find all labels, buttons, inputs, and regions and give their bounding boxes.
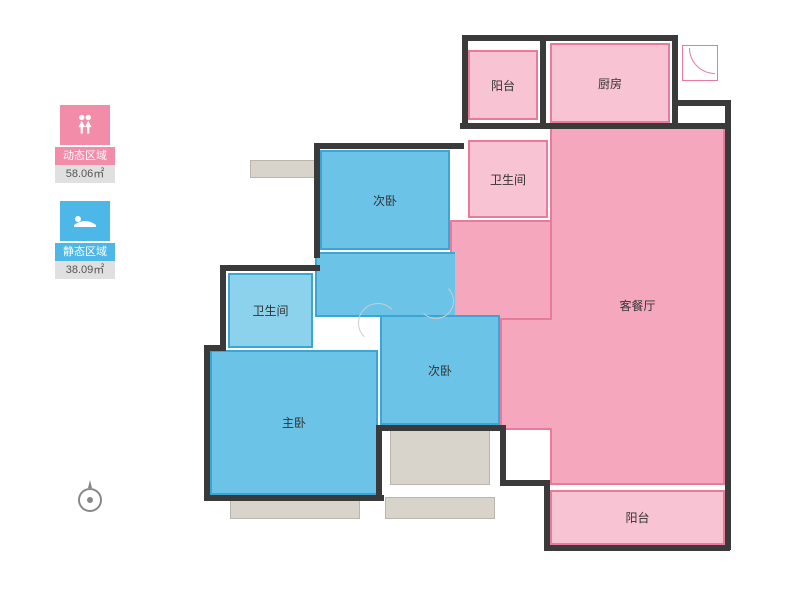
room-balcony-top: 阳台 [468,50,538,120]
legend-dynamic-label: 动态区域 [55,147,115,165]
room-label: 客餐厅 [619,297,655,314]
people-icon [60,105,110,145]
compass-icon [75,480,105,515]
window-sill [385,497,495,519]
room-hall-lower [500,320,552,430]
wall [545,123,730,129]
floor-plan: 客餐厅 厨房 阳台 卫生间 次卧 卫生间 次卧 主卧 阳台 [190,15,760,575]
wall [544,480,550,550]
room-living: 客餐厅 [550,125,725,485]
room-kitchen: 厨房 [550,43,670,123]
room-bathroom-top: 卫生间 [468,140,548,218]
wall [376,425,506,431]
legend-dynamic-value: 58.06㎡ [55,165,115,183]
wall [462,35,677,41]
legend-static-value: 38.09㎡ [55,261,115,279]
wall [314,143,464,149]
wall [672,100,730,106]
room-label: 次卧 [373,192,397,209]
shower-icon [682,45,718,81]
room-label: 次卧 [428,362,452,379]
room-bedroom2-top: 次卧 [320,150,450,250]
room-label: 卫生间 [490,171,526,188]
wall [544,545,730,551]
wall [540,39,546,125]
wall [220,265,320,271]
room-label: 阳台 [491,77,515,94]
wall [460,123,550,129]
wall [220,265,226,350]
wall [204,495,384,501]
wall [500,425,506,485]
wall [672,35,678,125]
room-master: 主卧 [210,350,378,495]
legend-dynamic: 动态区域 58.06㎡ [55,105,115,183]
wall [500,480,550,486]
legend-static-label: 静态区域 [55,243,115,261]
room-label: 卫生间 [252,302,288,319]
room-hall-upper [450,220,550,320]
sleep-icon [60,201,110,241]
room-label: 主卧 [282,414,306,431]
window-sill [250,160,320,178]
wall [725,100,731,550]
room-balcony-bottom: 阳台 [550,490,725,545]
room-label: 厨房 [598,75,622,92]
room-bedroom2-mid: 次卧 [380,315,500,425]
wall [462,35,468,125]
legend-static: 静态区域 38.09㎡ [55,201,115,279]
wall [314,143,320,258]
room-label: 阳台 [625,509,649,526]
wall [376,425,382,501]
legend-panel: 动态区域 58.06㎡ 静态区域 38.09㎡ [55,105,115,297]
room-bathroom-mid: 卫生间 [228,273,313,348]
window-sill [390,427,490,485]
wall [204,345,210,500]
